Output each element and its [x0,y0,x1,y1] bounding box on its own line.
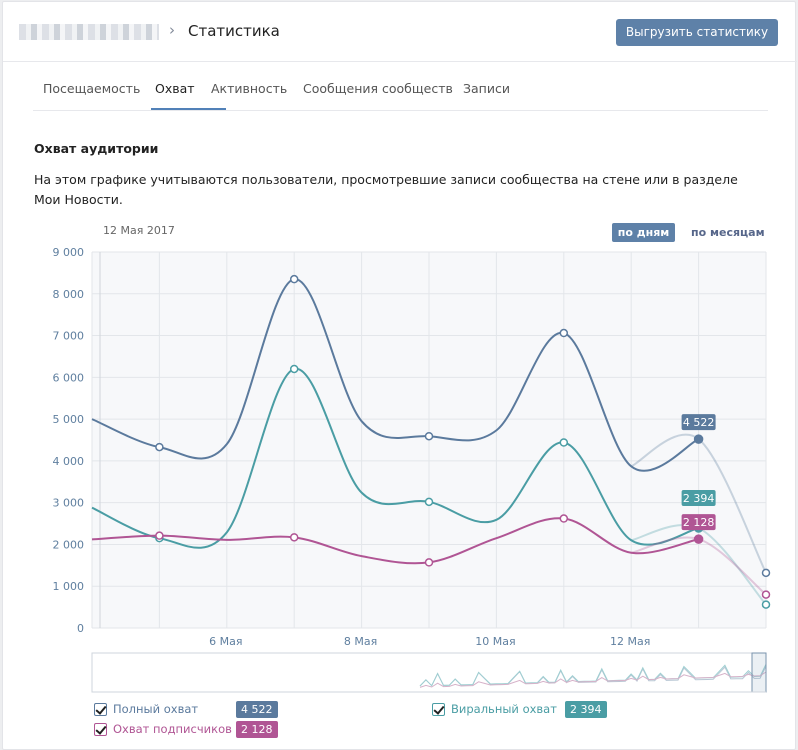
data-point[interactable] [289,274,299,284]
legend-subs[interactable]: Охват подписчиков [94,722,232,736]
legend-viral-checkbox-icon[interactable] [432,702,445,716]
tab-attendance[interactable]: Посещаемость [43,81,141,96]
y-tick-label: 2 000 [53,538,85,551]
navigator-series [419,671,767,688]
data-point[interactable] [693,434,704,444]
breadcrumb-community-name[interactable] [19,24,159,40]
data-point[interactable] [559,514,569,523]
page-header: › Статистика Выгрузить статистику [3,2,797,62]
export-stats-button[interactable]: Выгрузить статистику [616,19,778,46]
legend-subs-label: Охват подписчиков [113,722,232,736]
stats-tabs: Посещаемость Охват Активность Сообщения … [33,62,768,111]
highlight-label-bg [681,489,716,506]
y-tick-label: 5 000 [53,413,85,426]
legend-viral-label: Виральный охват [451,702,557,716]
navigator-strip[interactable] [91,652,767,693]
y-tick-label: 0 [77,622,84,635]
highlight-label-bg [681,414,716,431]
data-point[interactable] [693,534,704,544]
data-point[interactable] [761,568,771,578]
legend-full-label: Полный охват [113,702,199,716]
chart-current-date: 12 Мая 2017 [103,224,175,237]
legend-full[interactable]: Полный охват [94,702,198,716]
data-point[interactable] [424,497,434,507]
y-tick-label: 7 000 [53,330,85,343]
y-tick-label: 8 000 [53,288,85,301]
y-tick-label: 1 000 [53,580,85,593]
y-tick-label: 4 000 [53,455,85,468]
data-point[interactable] [289,533,299,542]
tab-activity[interactable]: Активность [211,81,288,96]
active-tab-indicator [151,108,226,110]
data-point[interactable] [424,431,434,441]
data-point[interactable] [559,438,569,447]
tab-posts[interactable]: Записи [463,81,510,96]
data-point[interactable] [289,364,299,374]
highlight-label: 4 522 [683,416,715,429]
legend-full-value: 4 522 [236,701,278,718]
data-point[interactable] [424,558,434,567]
legend-subs-checkbox-icon[interactable] [94,722,107,736]
legend-subs-value: 2 128 [236,721,278,738]
highlight-label: 2 394 [683,492,715,505]
data-point[interactable] [761,600,771,609]
y-tick-label: 9 000 [53,246,85,259]
x-tick-label: 6 Мая [209,635,242,648]
by-months-toggle[interactable]: по месяцам [691,226,765,239]
reach-chart[interactable]: 0 1 000 2 000 3 000 4 000 5 000 6 000 7 000 8 00… [0,240,798,700]
tab-community-messages[interactable]: Сообщения сообществ [303,81,453,96]
y-tick-label: 3 000 [53,497,85,510]
series-line [91,278,700,472]
breadcrumb-separator-icon: › [169,21,175,39]
data-point[interactable] [155,442,164,452]
series-line [91,517,699,565]
data-point[interactable] [559,328,569,338]
page-title: Статистика [188,22,280,40]
legend-full-checkbox-icon[interactable] [94,702,107,716]
legend-viral-value: 2 394 [565,701,607,718]
x-tick-label: 12 Мая [610,635,650,648]
legend-viral[interactable]: Виральный охват [432,702,557,716]
highlight-label: 2 128 [683,516,715,529]
data-point[interactable] [761,590,771,599]
y-tick-label: 6 000 [53,371,85,384]
highlight-label-bg [681,514,716,531]
data-point[interactable] [155,531,164,540]
x-tick-label: 8 Мая [344,635,377,648]
x-tick-label: 10 Мая [475,635,515,648]
tab-reach[interactable]: Охват [155,81,195,96]
series-line [91,367,699,549]
navigator-window[interactable] [751,652,767,693]
section-title: Охват аудитории [34,141,159,156]
section-description: На этом графике учитываются пользователи… [34,172,738,207]
by-days-toggle[interactable]: по дням [612,223,675,242]
